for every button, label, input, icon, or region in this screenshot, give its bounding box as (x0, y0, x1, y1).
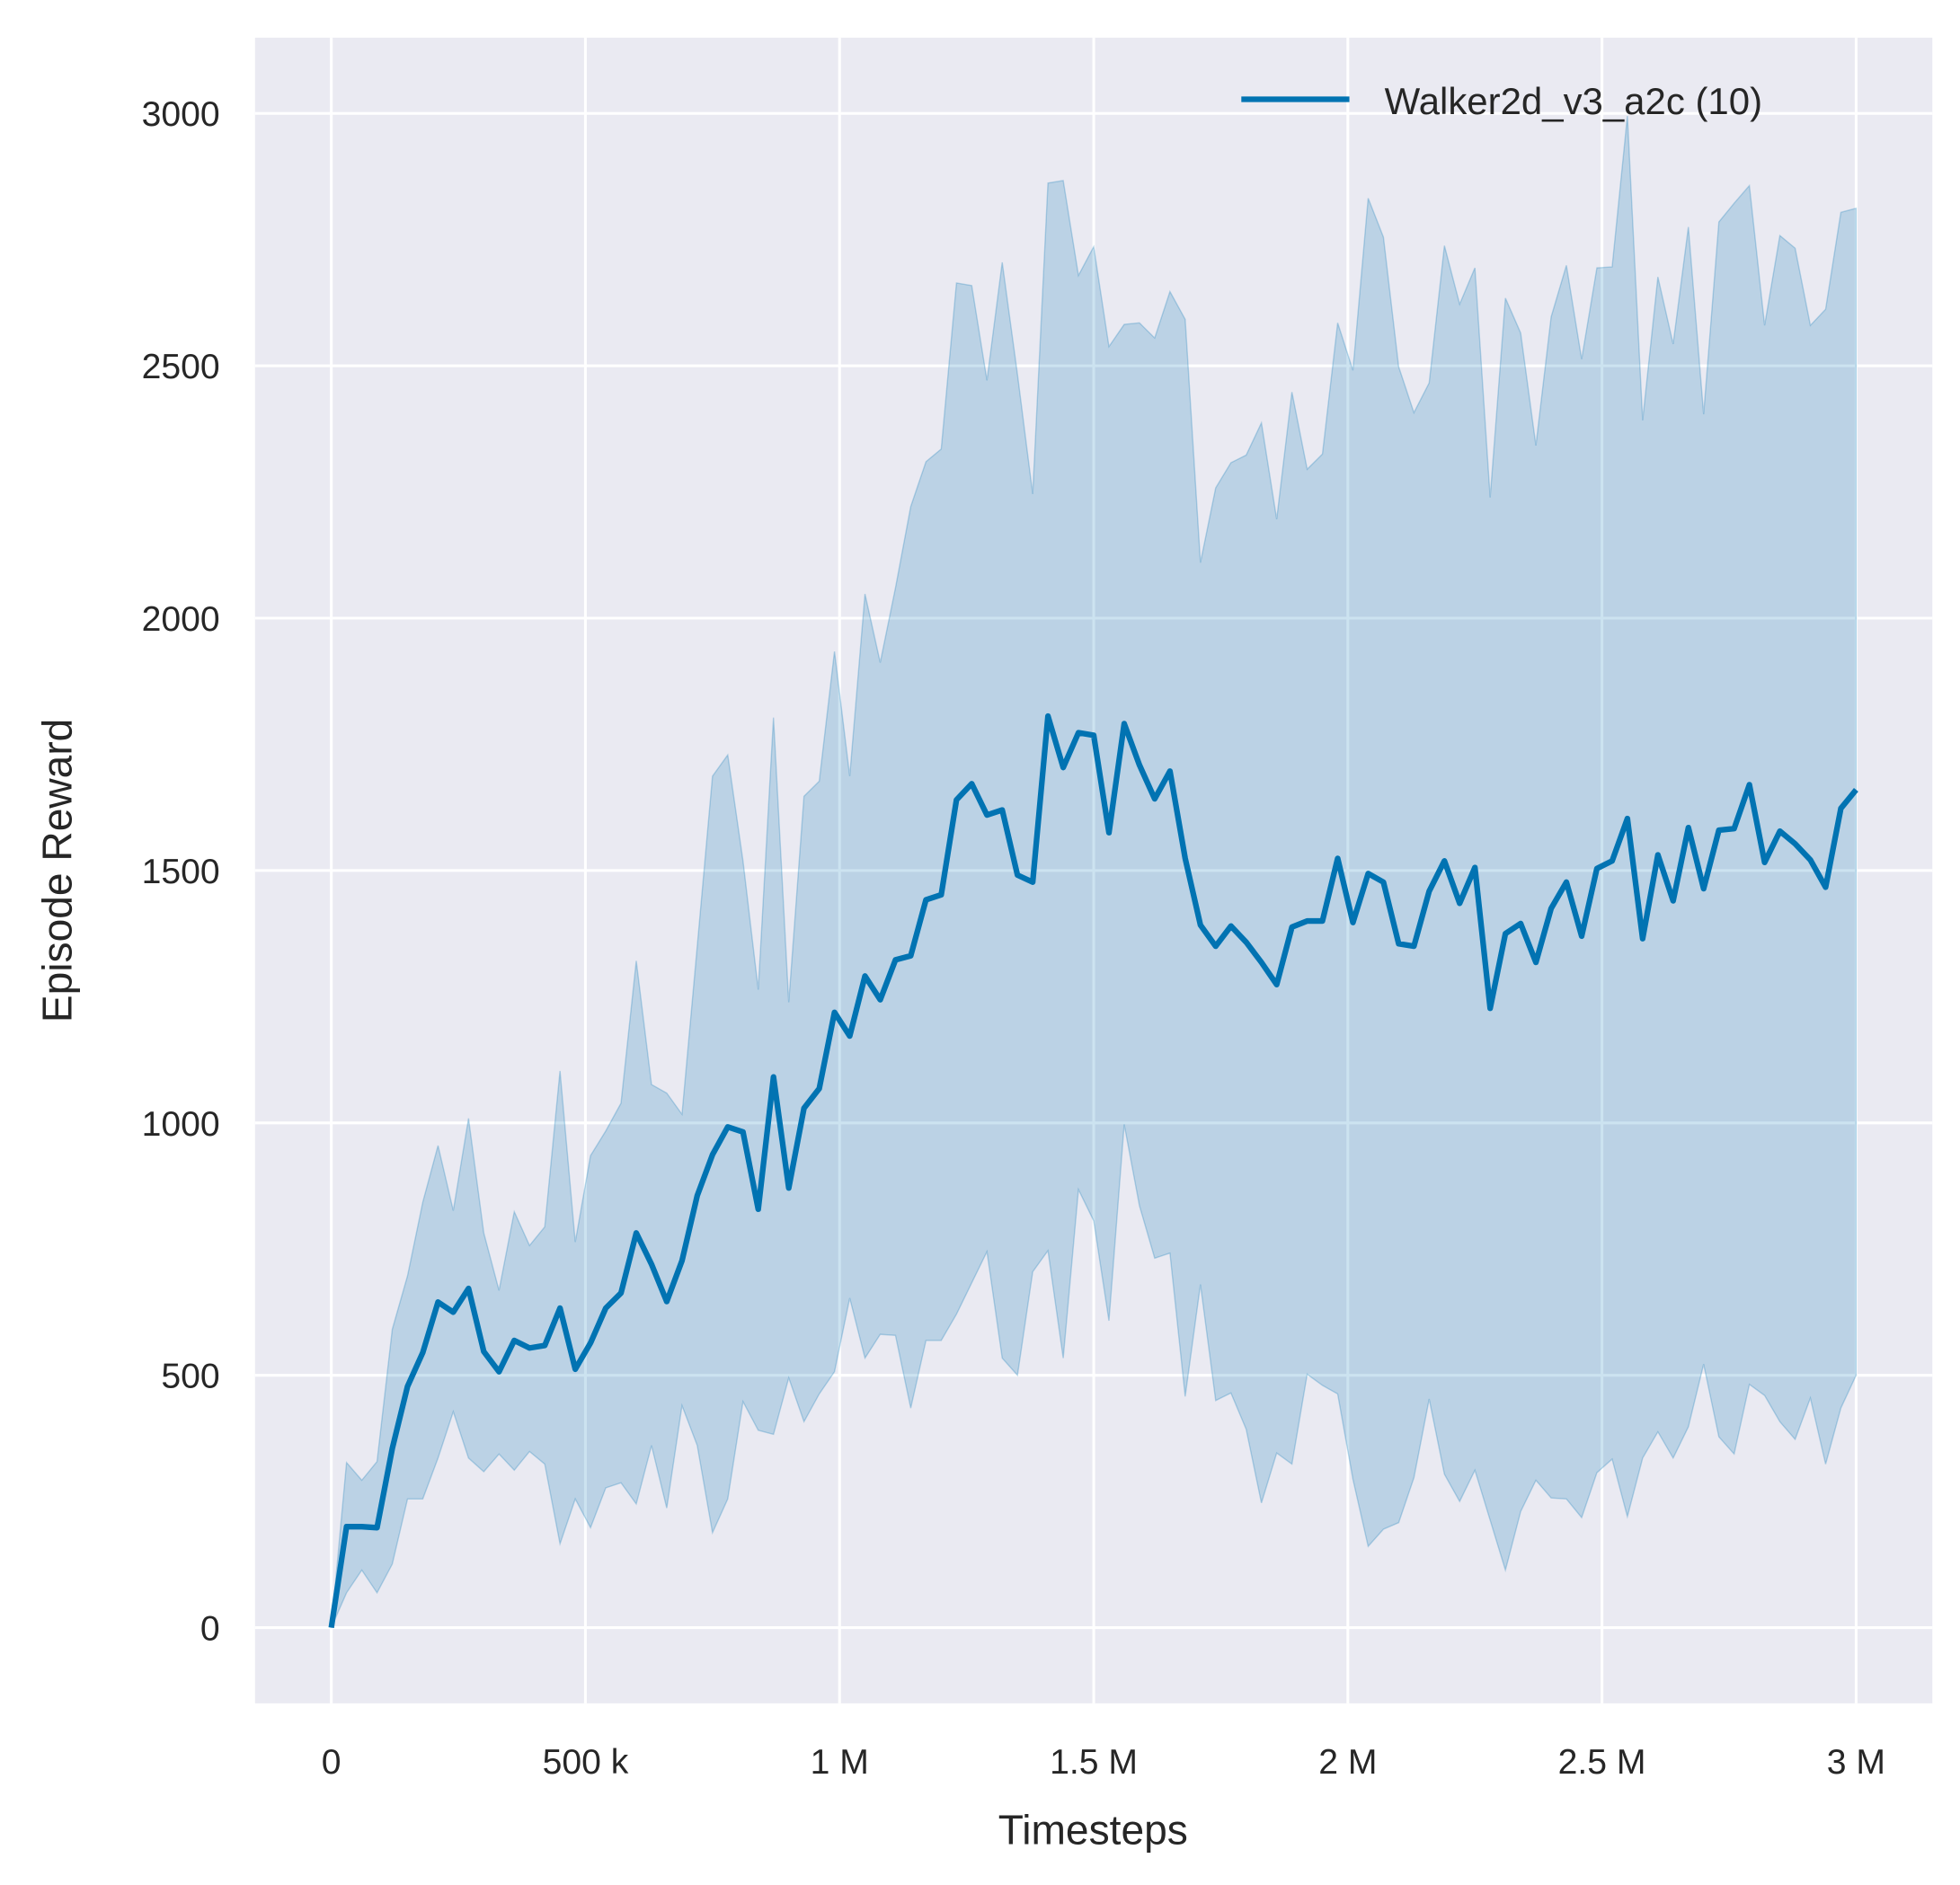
x-axis-label: Timesteps (998, 1806, 1188, 1853)
x-tick-label: 500 k (543, 1743, 629, 1782)
y-tick-label: 0 (200, 1610, 220, 1649)
series-points (331, 715, 1857, 1628)
y-tick-label: 2000 (142, 600, 220, 639)
y-tick-label: 3000 (142, 95, 220, 134)
x-tick-label: 0 (322, 1743, 341, 1782)
y-tick-label: 2500 (142, 348, 220, 386)
x-tick-label: 2.5 M (1558, 1743, 1646, 1782)
x-tick-label: 1 M (811, 1743, 869, 1782)
y-tick-labels: 0 500 1000 1500 2000 2500 3000 (142, 95, 220, 1648)
legend: Walker2d_v3_a2c (10) (1241, 80, 1762, 122)
y-axis-label: Episode Reward (34, 719, 81, 1022)
x-tick-label: 2 M (1318, 1743, 1377, 1782)
y-tick-label: 1000 (142, 1105, 220, 1144)
legend-entry-label: Walker2d_v3_a2c (10) (1385, 80, 1762, 122)
x-tick-label: 3 M (1827, 1743, 1885, 1782)
x-tick-labels: 0 500 k 1 M 1.5 M 2 M 2.5 M 3 M (322, 1743, 1885, 1782)
y-tick-label: 500 (161, 1358, 219, 1396)
x-tick-label: 1.5 M (1050, 1743, 1138, 1782)
y-tick-label: 1500 (142, 853, 220, 891)
series-line-group (328, 712, 1858, 1629)
